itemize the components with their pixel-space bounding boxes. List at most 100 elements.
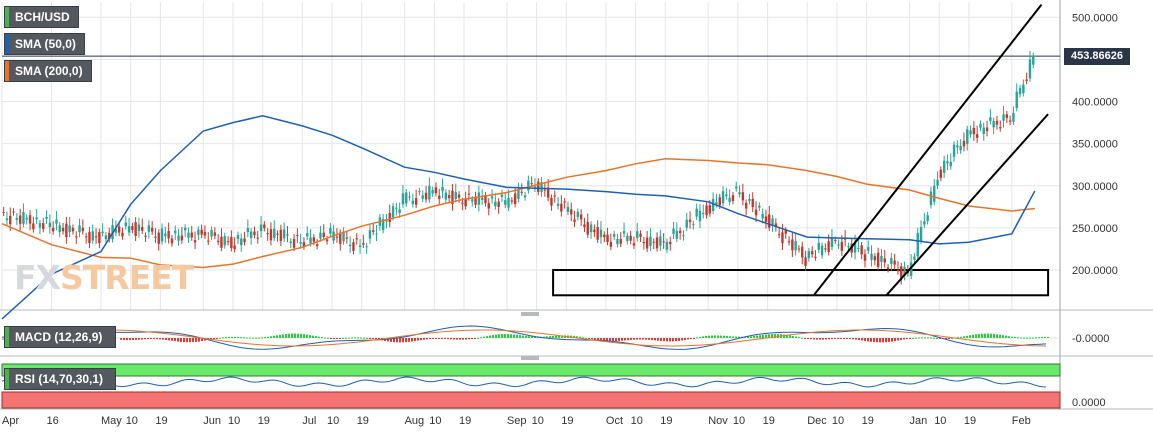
legend-sma-50[interactable]: SMA (50,0) <box>4 33 85 55</box>
macd-histogram-bar <box>699 336 701 338</box>
candle-body <box>296 235 299 237</box>
candle-body <box>579 214 583 220</box>
x-tick-label: Oct <box>606 415 623 427</box>
candle-body <box>150 227 154 232</box>
candle-body <box>240 238 243 246</box>
candle-body <box>322 232 325 237</box>
candle-body <box>114 228 118 233</box>
macd-histogram-bar <box>177 338 179 342</box>
macd-histogram-bar <box>1035 337 1037 339</box>
candle-body <box>490 196 494 199</box>
legend-swatch <box>5 369 9 389</box>
candle-body <box>401 193 405 205</box>
candle-body <box>530 183 533 185</box>
macd-histogram-bar <box>333 338 335 339</box>
macd-histogram-bar <box>282 334 284 338</box>
macd-histogram-bar <box>1038 337 1040 339</box>
macd-histogram-bar <box>144 338 146 340</box>
candle-body <box>675 230 679 239</box>
candle-body <box>451 190 454 205</box>
macd-histogram-bar <box>756 335 758 338</box>
macd-histogram-bar <box>441 338 443 339</box>
candle-body <box>325 239 329 242</box>
candle-body <box>652 241 655 243</box>
macd-histogram-bar <box>279 334 281 338</box>
macd-histogram-bar <box>660 338 662 342</box>
macd-histogram-bar <box>966 335 968 338</box>
macd-histogram-bar <box>405 338 407 343</box>
macd-histogram-bar <box>1017 337 1019 339</box>
y-tick-label: 500.0000 <box>1072 12 1118 24</box>
x-tick-label: 19 <box>660 415 672 427</box>
macd-histogram-bar <box>507 333 509 338</box>
candle-body <box>576 211 580 217</box>
macd-histogram-bar <box>318 336 320 338</box>
candle-body <box>741 192 745 201</box>
macd-histogram-bar <box>222 337 224 339</box>
macd-histogram-bar <box>477 337 479 339</box>
candle-body <box>830 237 834 247</box>
candle-body <box>682 235 685 237</box>
candle-body <box>266 233 269 235</box>
legend-label: RSI (14,70,30,1) <box>15 372 104 386</box>
macd-histogram-bar <box>246 337 248 339</box>
rsi-oversold-zone <box>1 391 1061 409</box>
candle-body <box>355 238 358 240</box>
legend-macd[interactable]: MACD (12,26,9) <box>4 326 116 348</box>
candle-body <box>108 232 111 240</box>
candle-body <box>794 240 797 251</box>
candle-body <box>550 197 553 206</box>
candle-body <box>372 230 375 232</box>
macd-histogram-bar <box>342 337 344 339</box>
candle-body <box>969 130 972 135</box>
candle-body <box>405 192 408 204</box>
candle-body <box>137 224 141 231</box>
legend-sma-200[interactable]: SMA (200,0) <box>4 60 92 82</box>
macd-histogram-bar <box>432 338 434 339</box>
candle-body <box>187 232 190 238</box>
macd-histogram-bar <box>867 338 869 342</box>
candle-body <box>1022 84 1025 94</box>
macd-histogram-bar <box>882 338 884 343</box>
macd-histogram-bar <box>669 338 671 342</box>
macd-histogram-bar <box>126 338 128 341</box>
pane-resize-handle[interactable] <box>521 312 539 316</box>
macd-histogram-bar <box>237 336 239 338</box>
candle-body <box>358 245 362 247</box>
legend-swatch <box>5 34 9 54</box>
macd-histogram-bar <box>498 334 500 338</box>
rsi-pane <box>1 363 1061 409</box>
candle-body <box>583 224 586 228</box>
macd-histogram-bar <box>681 338 683 341</box>
legend-bch-usd[interactable]: BCH/USD <box>4 6 79 28</box>
candle-body <box>966 129 969 144</box>
legend-swatch <box>5 61 9 81</box>
pane-resize-handle[interactable] <box>521 356 539 360</box>
candle-body <box>662 241 665 243</box>
candle-body <box>91 231 94 241</box>
candle-body <box>75 236 78 238</box>
candle-body <box>824 248 827 250</box>
macd-histogram-bar <box>453 338 455 340</box>
candle-body <box>596 227 599 240</box>
macd-histogram-bar <box>267 336 269 338</box>
candle-body <box>65 223 68 238</box>
candle-body <box>883 258 886 263</box>
legend-rsi[interactable]: RSI (14,70,30,1) <box>4 368 116 390</box>
candle-body <box>645 237 649 249</box>
macd-histogram-bar <box>981 333 983 338</box>
macd-histogram-bar <box>750 336 752 338</box>
macd-histogram-bar <box>927 337 929 339</box>
candle-body <box>42 223 45 229</box>
candle-body <box>88 232 91 244</box>
macd-histogram-bar <box>192 338 194 343</box>
macd-histogram-bar <box>963 336 965 338</box>
macd-histogram-bar <box>831 338 833 340</box>
legend-swatch <box>5 327 9 347</box>
candle-body <box>609 242 613 247</box>
candle-body <box>1028 59 1032 79</box>
macd-histogram-bar <box>345 337 347 339</box>
candle-body <box>474 196 477 205</box>
macd-histogram-bar <box>996 334 998 338</box>
